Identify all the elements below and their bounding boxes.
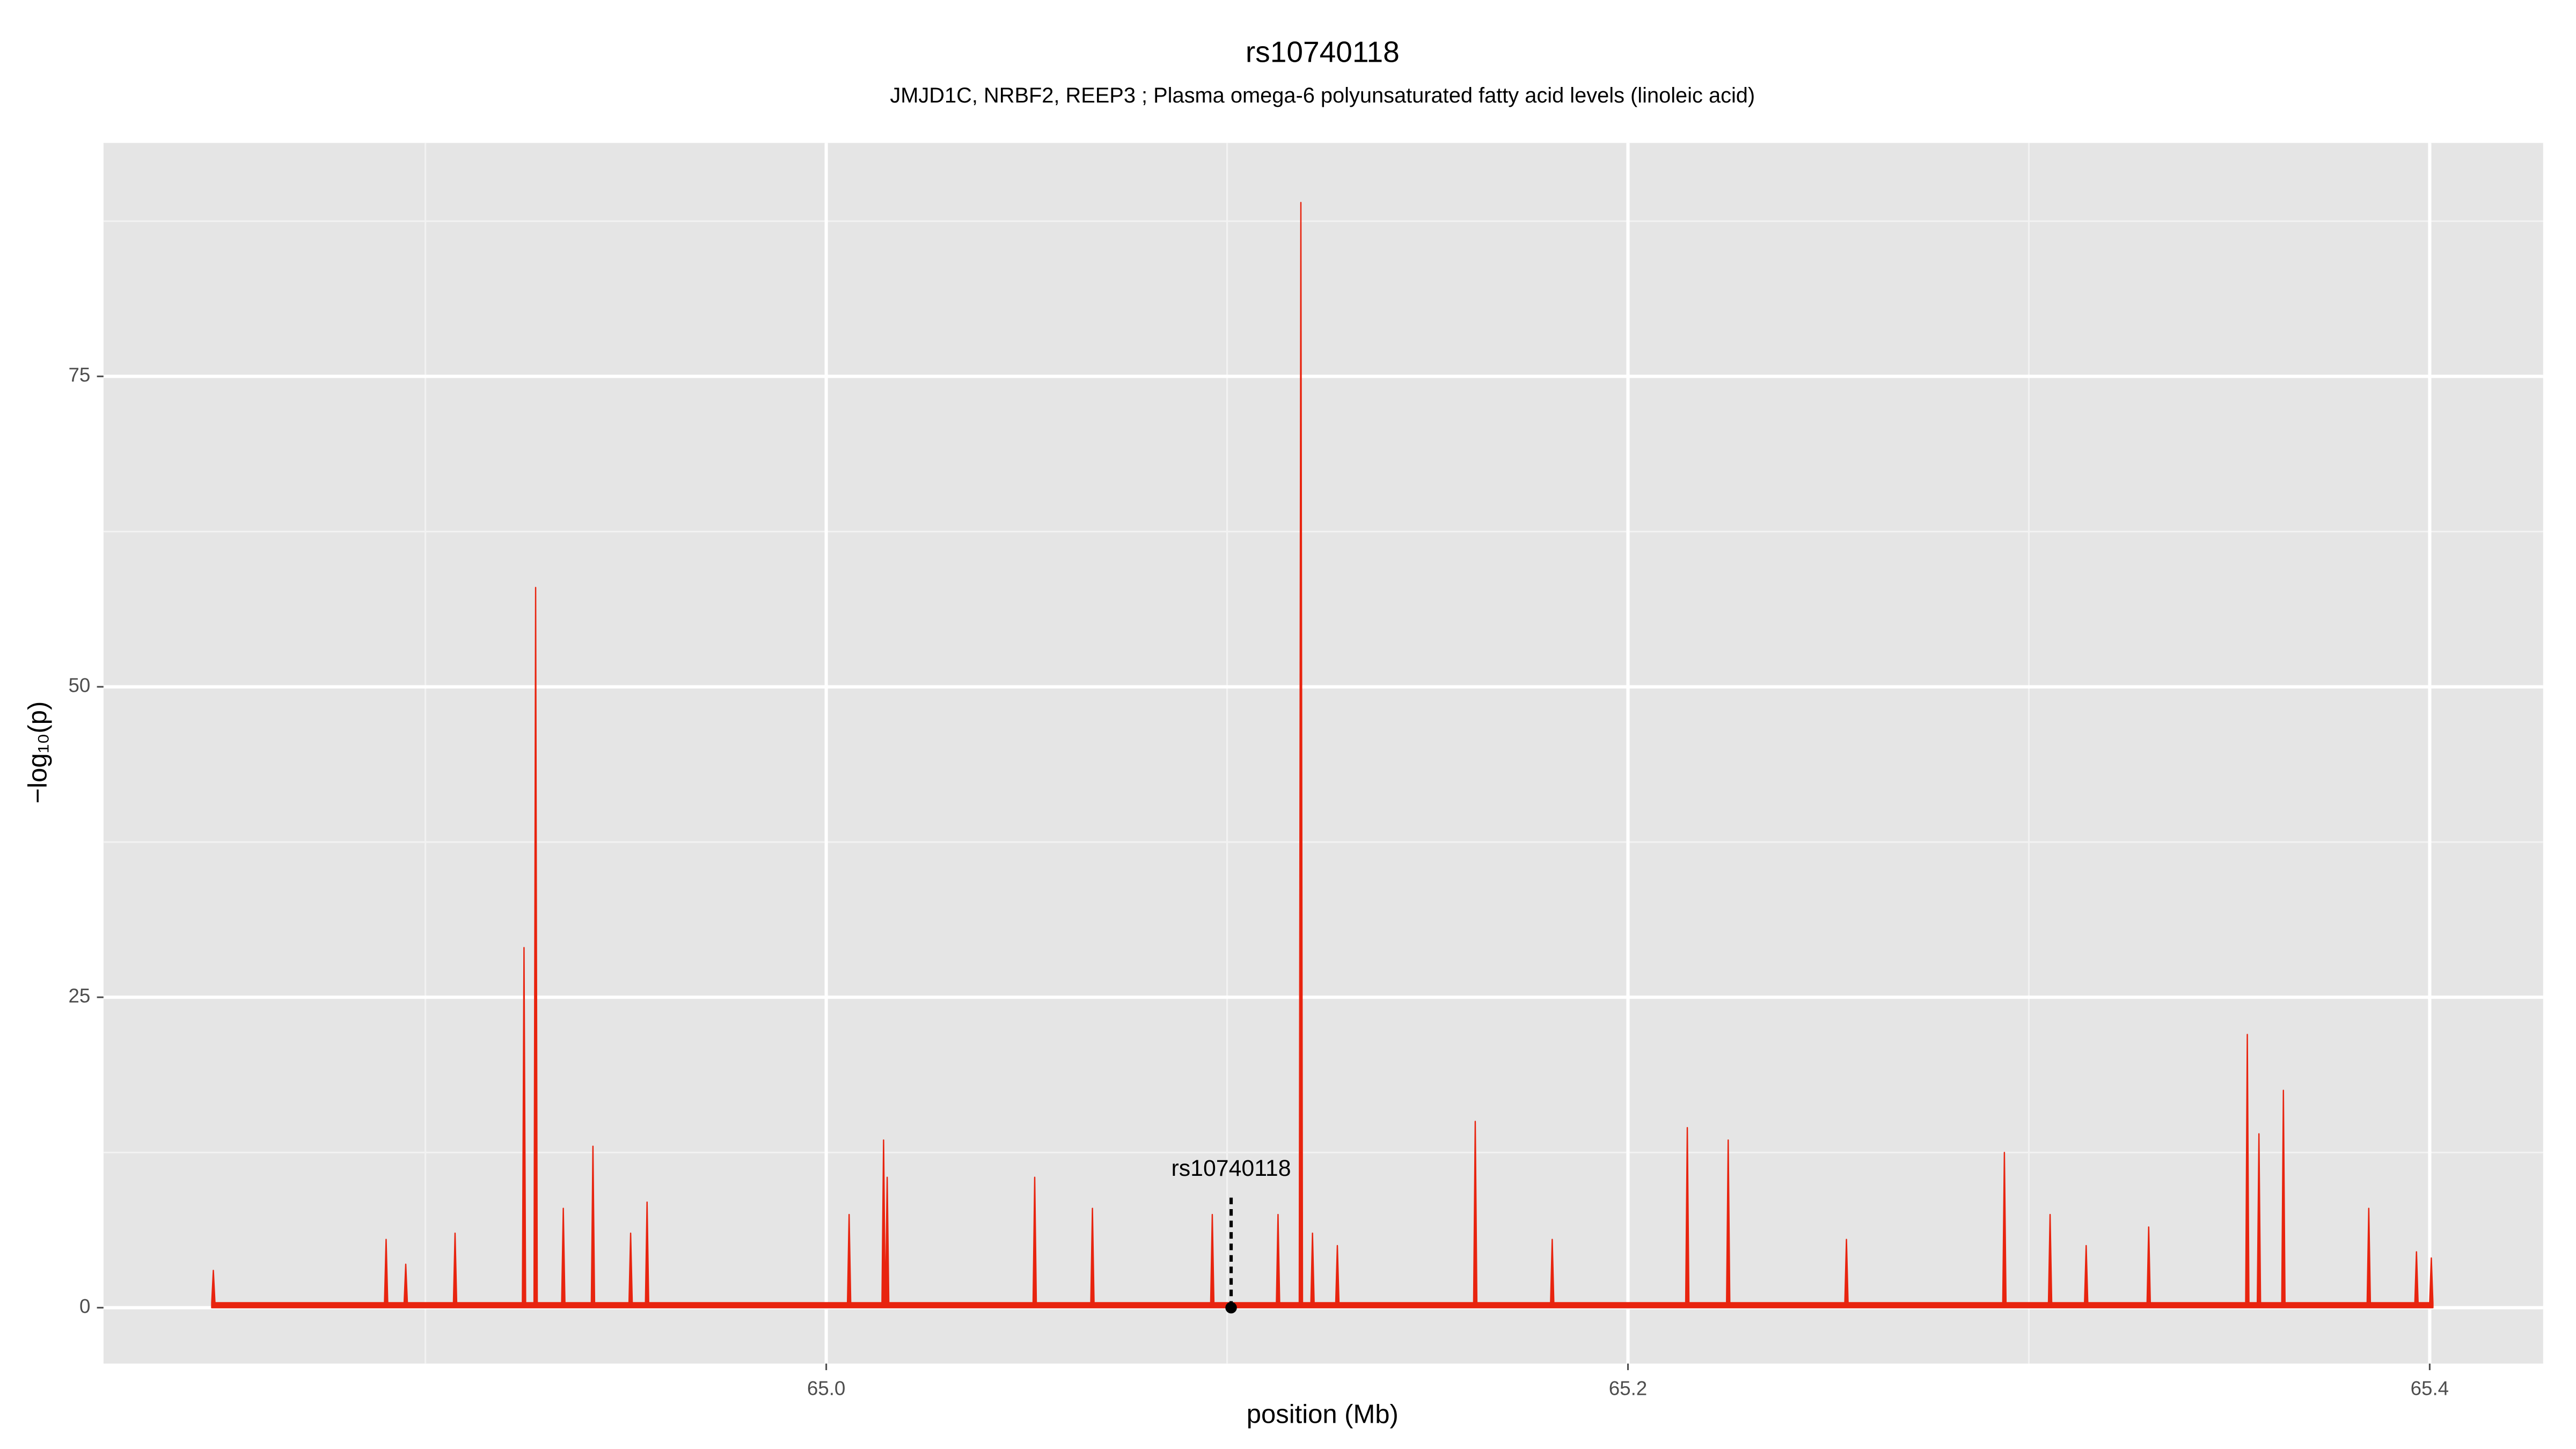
y-tick-label: 25 (69, 985, 91, 1007)
annotation-label: rs10740118 (1171, 1155, 1291, 1181)
y-tick-label: 75 (69, 364, 91, 386)
x-axis-label: position (Mb) (1247, 1400, 1399, 1429)
x-tick-label: 65.0 (807, 1377, 845, 1399)
chart-subtitle: JMJD1C, NRBF2, REEP3 ; Plasma omega-6 po… (890, 84, 1755, 107)
x-tick-label: 65.4 (2411, 1377, 2449, 1399)
annotation-point (1225, 1301, 1237, 1314)
y-tick-label: 50 (69, 674, 91, 696)
y-tick-label: 0 (79, 1295, 90, 1317)
chart-title: rs10740118 (1246, 35, 1400, 69)
signal-area (211, 202, 2434, 1308)
y-axis-label: −log₁₀(p) (23, 701, 52, 804)
plot-background (103, 143, 2543, 1364)
x-tick-label: 65.2 (1609, 1377, 1647, 1399)
